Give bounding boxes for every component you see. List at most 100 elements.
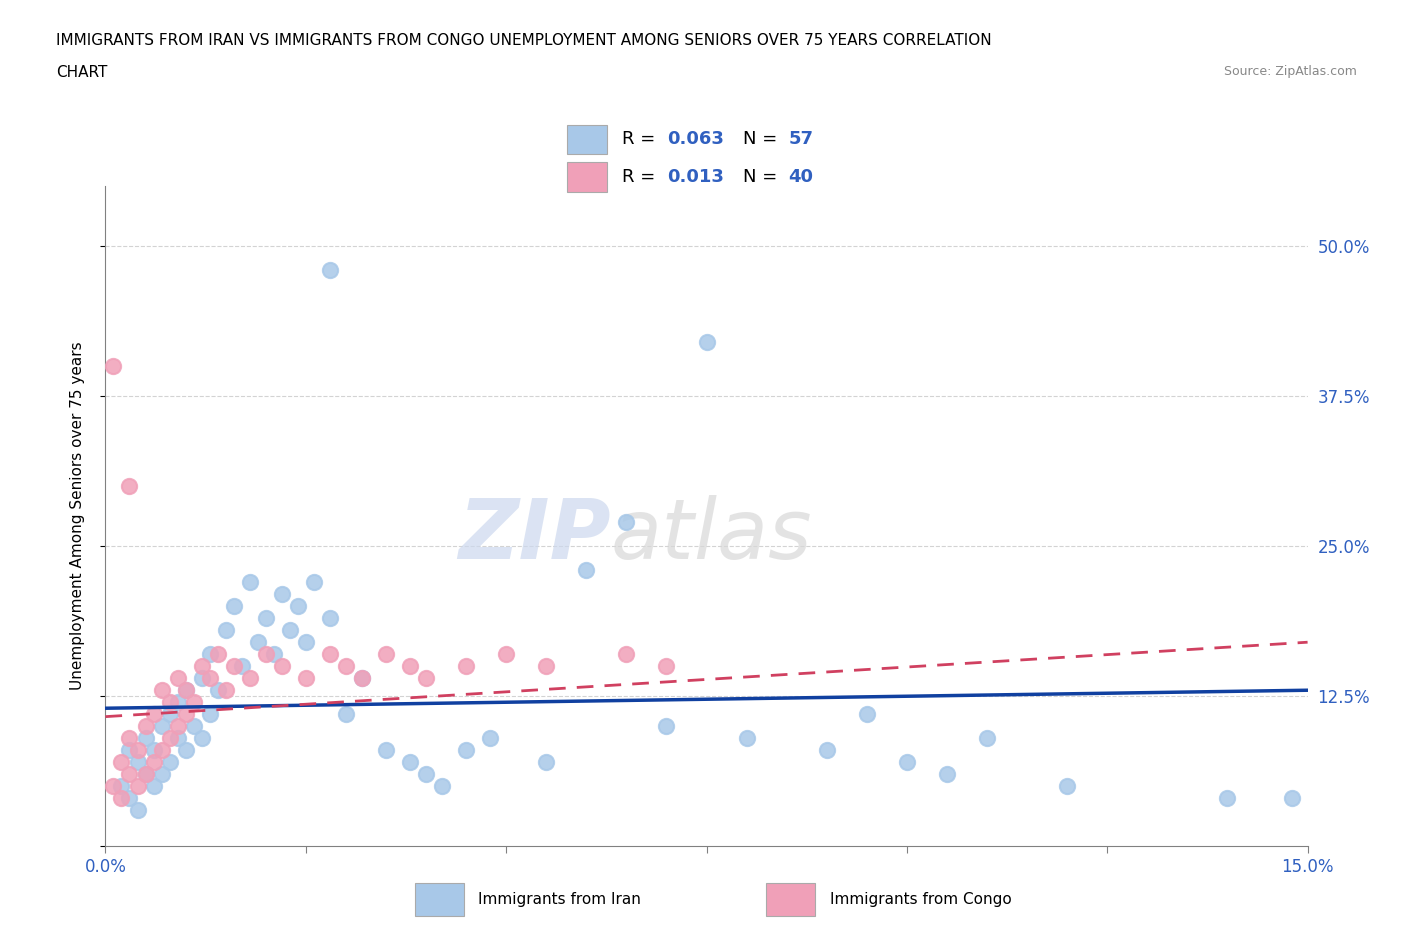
Point — [1216, 790, 1239, 805]
Text: R =: R = — [621, 130, 661, 148]
Point — [239, 671, 262, 685]
Point — [655, 658, 678, 673]
Text: IMMIGRANTS FROM IRAN VS IMMIGRANTS FROM CONGO UNEMPLOYMENT AMONG SENIORS OVER 75: IMMIGRANTS FROM IRAN VS IMMIGRANTS FROM … — [56, 33, 991, 47]
Point — [135, 731, 157, 746]
Point — [399, 755, 422, 770]
Point — [575, 563, 598, 578]
Point — [534, 658, 557, 673]
Text: CHART: CHART — [56, 65, 108, 80]
Point — [616, 646, 638, 661]
Point — [118, 743, 141, 758]
Point — [183, 695, 205, 710]
Point — [118, 790, 141, 805]
Point — [166, 671, 188, 685]
Point — [159, 707, 181, 722]
Point — [190, 671, 212, 685]
Point — [295, 635, 318, 650]
Point — [174, 707, 197, 722]
Point — [214, 623, 236, 638]
Point — [135, 719, 157, 734]
Text: 0.013: 0.013 — [668, 167, 724, 185]
Text: atlas: atlas — [610, 496, 813, 577]
Point — [127, 803, 149, 817]
Point — [110, 790, 132, 805]
Point — [976, 731, 998, 746]
Point — [150, 743, 173, 758]
Point — [159, 695, 181, 710]
Point — [190, 658, 212, 673]
Point — [696, 335, 718, 350]
Point — [335, 707, 357, 722]
Point — [118, 479, 141, 494]
Text: Source: ZipAtlas.com: Source: ZipAtlas.com — [1223, 65, 1357, 78]
Point — [815, 743, 838, 758]
Point — [430, 778, 453, 793]
Point — [254, 611, 277, 626]
Text: 0.063: 0.063 — [668, 130, 724, 148]
Point — [263, 646, 285, 661]
Point — [110, 755, 132, 770]
Point — [166, 719, 188, 734]
Point — [103, 778, 125, 793]
Point — [735, 731, 758, 746]
Point — [374, 743, 398, 758]
Point — [222, 599, 245, 614]
Point — [150, 719, 173, 734]
Point — [207, 683, 229, 698]
Point — [222, 658, 245, 673]
Point — [135, 767, 157, 782]
Point — [118, 731, 141, 746]
Point — [159, 755, 181, 770]
Point — [1056, 778, 1078, 793]
Text: Immigrants from Iran: Immigrants from Iran — [478, 892, 641, 908]
Bar — [766, 884, 815, 916]
Point — [110, 778, 132, 793]
Bar — [415, 884, 464, 916]
Point — [198, 646, 221, 661]
Point — [246, 635, 269, 650]
Point — [454, 658, 477, 673]
Point — [896, 755, 918, 770]
Text: Immigrants from Congo: Immigrants from Congo — [830, 892, 1011, 908]
Point — [127, 755, 149, 770]
Text: 57: 57 — [789, 130, 813, 148]
Point — [127, 743, 149, 758]
Point — [254, 646, 277, 661]
Point — [855, 707, 877, 722]
Point — [415, 671, 437, 685]
Point — [350, 671, 373, 685]
Y-axis label: Unemployment Among Seniors over 75 years: Unemployment Among Seniors over 75 years — [70, 342, 84, 690]
Point — [190, 731, 212, 746]
Point — [150, 683, 173, 698]
Text: 40: 40 — [789, 167, 813, 185]
Point — [166, 695, 188, 710]
Point — [270, 658, 292, 673]
Point — [270, 587, 292, 602]
Point — [350, 671, 373, 685]
Point — [936, 767, 959, 782]
Point — [319, 611, 342, 626]
Point — [174, 743, 197, 758]
Text: ZIP: ZIP — [458, 496, 610, 577]
Point — [103, 359, 125, 374]
Point — [399, 658, 422, 673]
Point — [495, 646, 517, 661]
Point — [118, 767, 141, 782]
Point — [198, 671, 221, 685]
Point — [198, 707, 221, 722]
Point — [214, 683, 236, 698]
Point — [302, 575, 325, 590]
Bar — [568, 163, 607, 192]
Point — [415, 767, 437, 782]
Point — [231, 658, 253, 673]
Point — [335, 658, 357, 673]
Point — [319, 262, 342, 277]
Point — [150, 767, 173, 782]
Point — [534, 755, 557, 770]
Point — [319, 646, 342, 661]
Point — [135, 767, 157, 782]
Point — [174, 683, 197, 698]
Point — [239, 575, 262, 590]
Point — [159, 731, 181, 746]
Point — [287, 599, 309, 614]
